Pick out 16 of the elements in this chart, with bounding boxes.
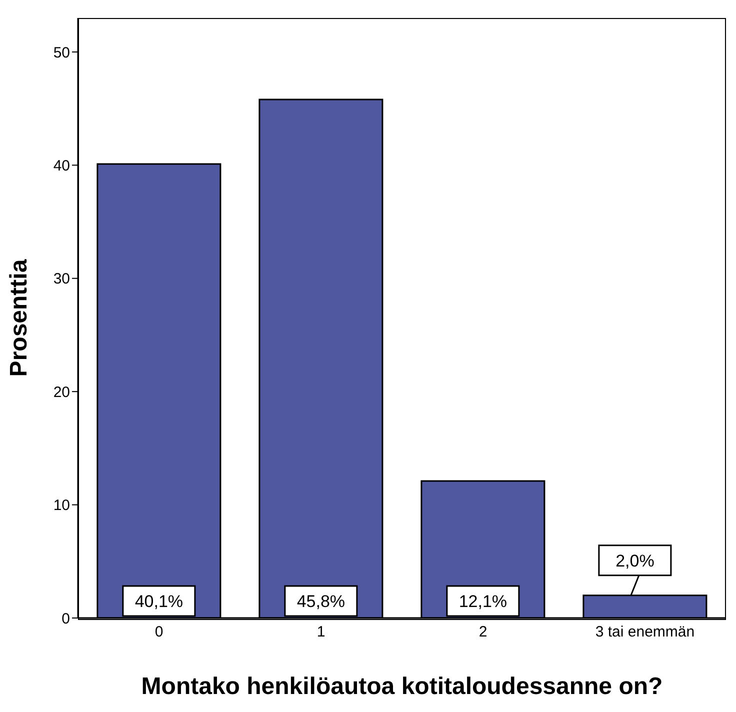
x-axis-title: Montako henkilöautoa kotitaloudessanne on?: [141, 673, 663, 700]
x-tick-label: 1: [316, 624, 326, 641]
x-tick-label: 0: [154, 624, 164, 641]
y-tick-label: 40: [53, 157, 70, 174]
y-tick-label: 30: [53, 270, 70, 288]
data-label: 45,8%: [296, 592, 346, 611]
data-label: 40,1%: [134, 592, 184, 611]
y-tick-label: 20: [53, 384, 70, 401]
data-label: 12,1%: [458, 592, 508, 611]
x-tick-label: 3 tai enemmän: [595, 624, 695, 641]
y-tick-label: 10: [53, 497, 70, 514]
y-tick-label: 50: [53, 44, 70, 62]
y-tick-label: 0: [62, 610, 70, 628]
y-axis-title: Prosenttia: [6, 258, 33, 377]
x-tick-label: 2: [478, 624, 488, 641]
data-label: 2,0%: [616, 551, 654, 570]
